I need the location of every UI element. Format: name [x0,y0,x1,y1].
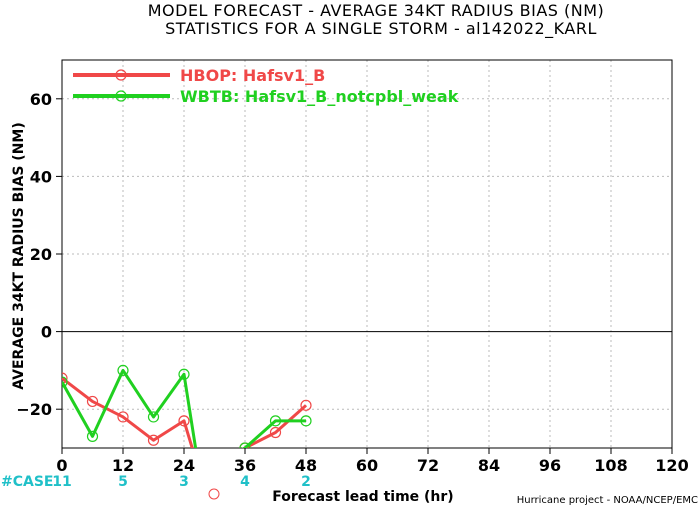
series [62,364,312,448]
chart-title: MODEL FORECAST - AVERAGE 34KT RADIUS BIA… [148,1,605,20]
x-tick-label: 0 [56,456,67,475]
legend-marker [115,90,127,102]
y-tick-label: 0 [41,323,52,342]
case-count: 3 [179,474,189,490]
y-tick-label: 60 [30,90,52,109]
series-line [62,376,307,448]
series-line [62,368,306,448]
y-tick-label: 20 [30,245,52,264]
case-count: 5 [118,474,128,490]
series-point [269,415,282,427]
series-point [86,430,99,442]
series-point [147,434,160,446]
case-count: 11 [52,474,71,490]
series-group [62,364,312,448]
x-tick-label: 108 [594,456,627,475]
x-tick-label: 24 [173,456,195,475]
series-point [117,411,129,423]
series-point [62,372,68,384]
legend: HBOP: Hafsv1_B WBTB: Hafsv1_B_notcpbl_wea… [73,66,459,106]
grid [62,60,672,448]
x-axis-label: Forecast lead time (hr) [272,489,453,505]
legend-label: HBOP: Hafsv1_B [180,66,325,85]
case-count: 2 [301,474,311,490]
credit-text: Hurricane project - NOAA/NCEP/EMC [517,495,698,506]
x-tick-label: 60 [356,456,378,475]
series-point [178,415,190,427]
legend-label: WBTB: Hafsv1_B_notcpbl_weak [180,87,459,106]
series-point [300,415,312,427]
series-point [178,368,190,380]
chart-subtitle: STATISTICS FOR A SINGLE STORM - al142022… [165,19,597,39]
legend-marker [115,69,127,81]
case-count: 4 [240,474,250,490]
x-tick-label: 12 [112,456,134,475]
series-point [86,395,99,408]
series-point [269,426,282,439]
case-label: #CASE [1,474,54,490]
case-marker-icon [208,488,220,500]
x-tick-label: 84 [478,456,500,475]
x-tick-label: 72 [417,456,439,475]
y-tick-label: 40 [30,167,52,186]
y-axis-label: AVERAGE 34KT RADIUS BIAS (NM) [11,122,27,389]
series-point [147,411,160,423]
x-tick-label: 36 [234,456,256,475]
y-tick-label: −20 [16,400,52,419]
series-point [300,399,312,411]
series-point [117,364,129,376]
x-tick-label: 96 [539,456,561,475]
x-tick-label: 48 [295,456,317,475]
x-tick-label: 120 [655,456,688,475]
series-point [239,442,251,448]
series-point [62,376,68,388]
series-group [62,372,312,448]
